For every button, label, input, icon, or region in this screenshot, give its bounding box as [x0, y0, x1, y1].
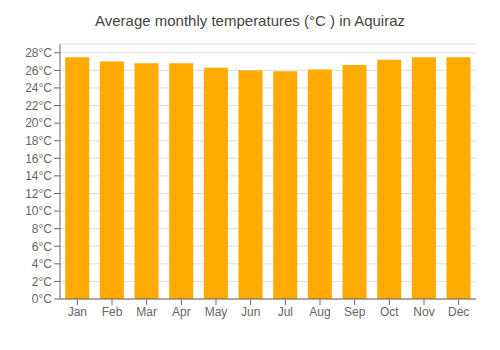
svg-text:18°C: 18°C — [25, 134, 52, 148]
svg-text:Jan: Jan — [68, 305, 87, 319]
svg-text:10°C: 10°C — [25, 204, 52, 218]
svg-text:Dec: Dec — [448, 305, 469, 319]
svg-text:28°C: 28°C — [25, 46, 52, 60]
svg-text:24°C: 24°C — [25, 81, 52, 95]
html-text:Average monthly temperatures (: Average monthly temperatures (°C ) in Aq… — [95, 12, 405, 29]
svg-text:16°C: 16°C — [25, 152, 52, 166]
svg-text:May: May — [205, 305, 228, 319]
svg-text:8°C: 8°C — [32, 222, 52, 236]
svg-text:Mar: Mar — [136, 305, 157, 319]
svg-text:Sep: Sep — [344, 305, 366, 319]
svg-text:Jun: Jun — [241, 305, 260, 319]
svg-text:Aug: Aug — [309, 305, 330, 319]
svg-text:Feb: Feb — [102, 305, 123, 319]
svg-text:14°C: 14°C — [25, 169, 52, 183]
svg-text:4°C: 4°C — [32, 257, 52, 271]
svg-text:6°C: 6°C — [32, 240, 52, 254]
svg-text:Oct: Oct — [380, 305, 399, 319]
svg-text:26°C: 26°C — [25, 64, 52, 78]
svg-text:12°C: 12°C — [25, 187, 52, 201]
svg-text:2°C: 2°C — [32, 275, 52, 289]
svg-text:20°C: 20°C — [25, 116, 52, 130]
svg-text:Jul: Jul — [278, 305, 293, 319]
svg-text:Nov: Nov — [413, 305, 434, 319]
svg-text:22°C: 22°C — [25, 99, 52, 113]
svg-text:Apr: Apr — [172, 305, 191, 319]
svg-text:0°C: 0°C — [32, 292, 52, 306]
